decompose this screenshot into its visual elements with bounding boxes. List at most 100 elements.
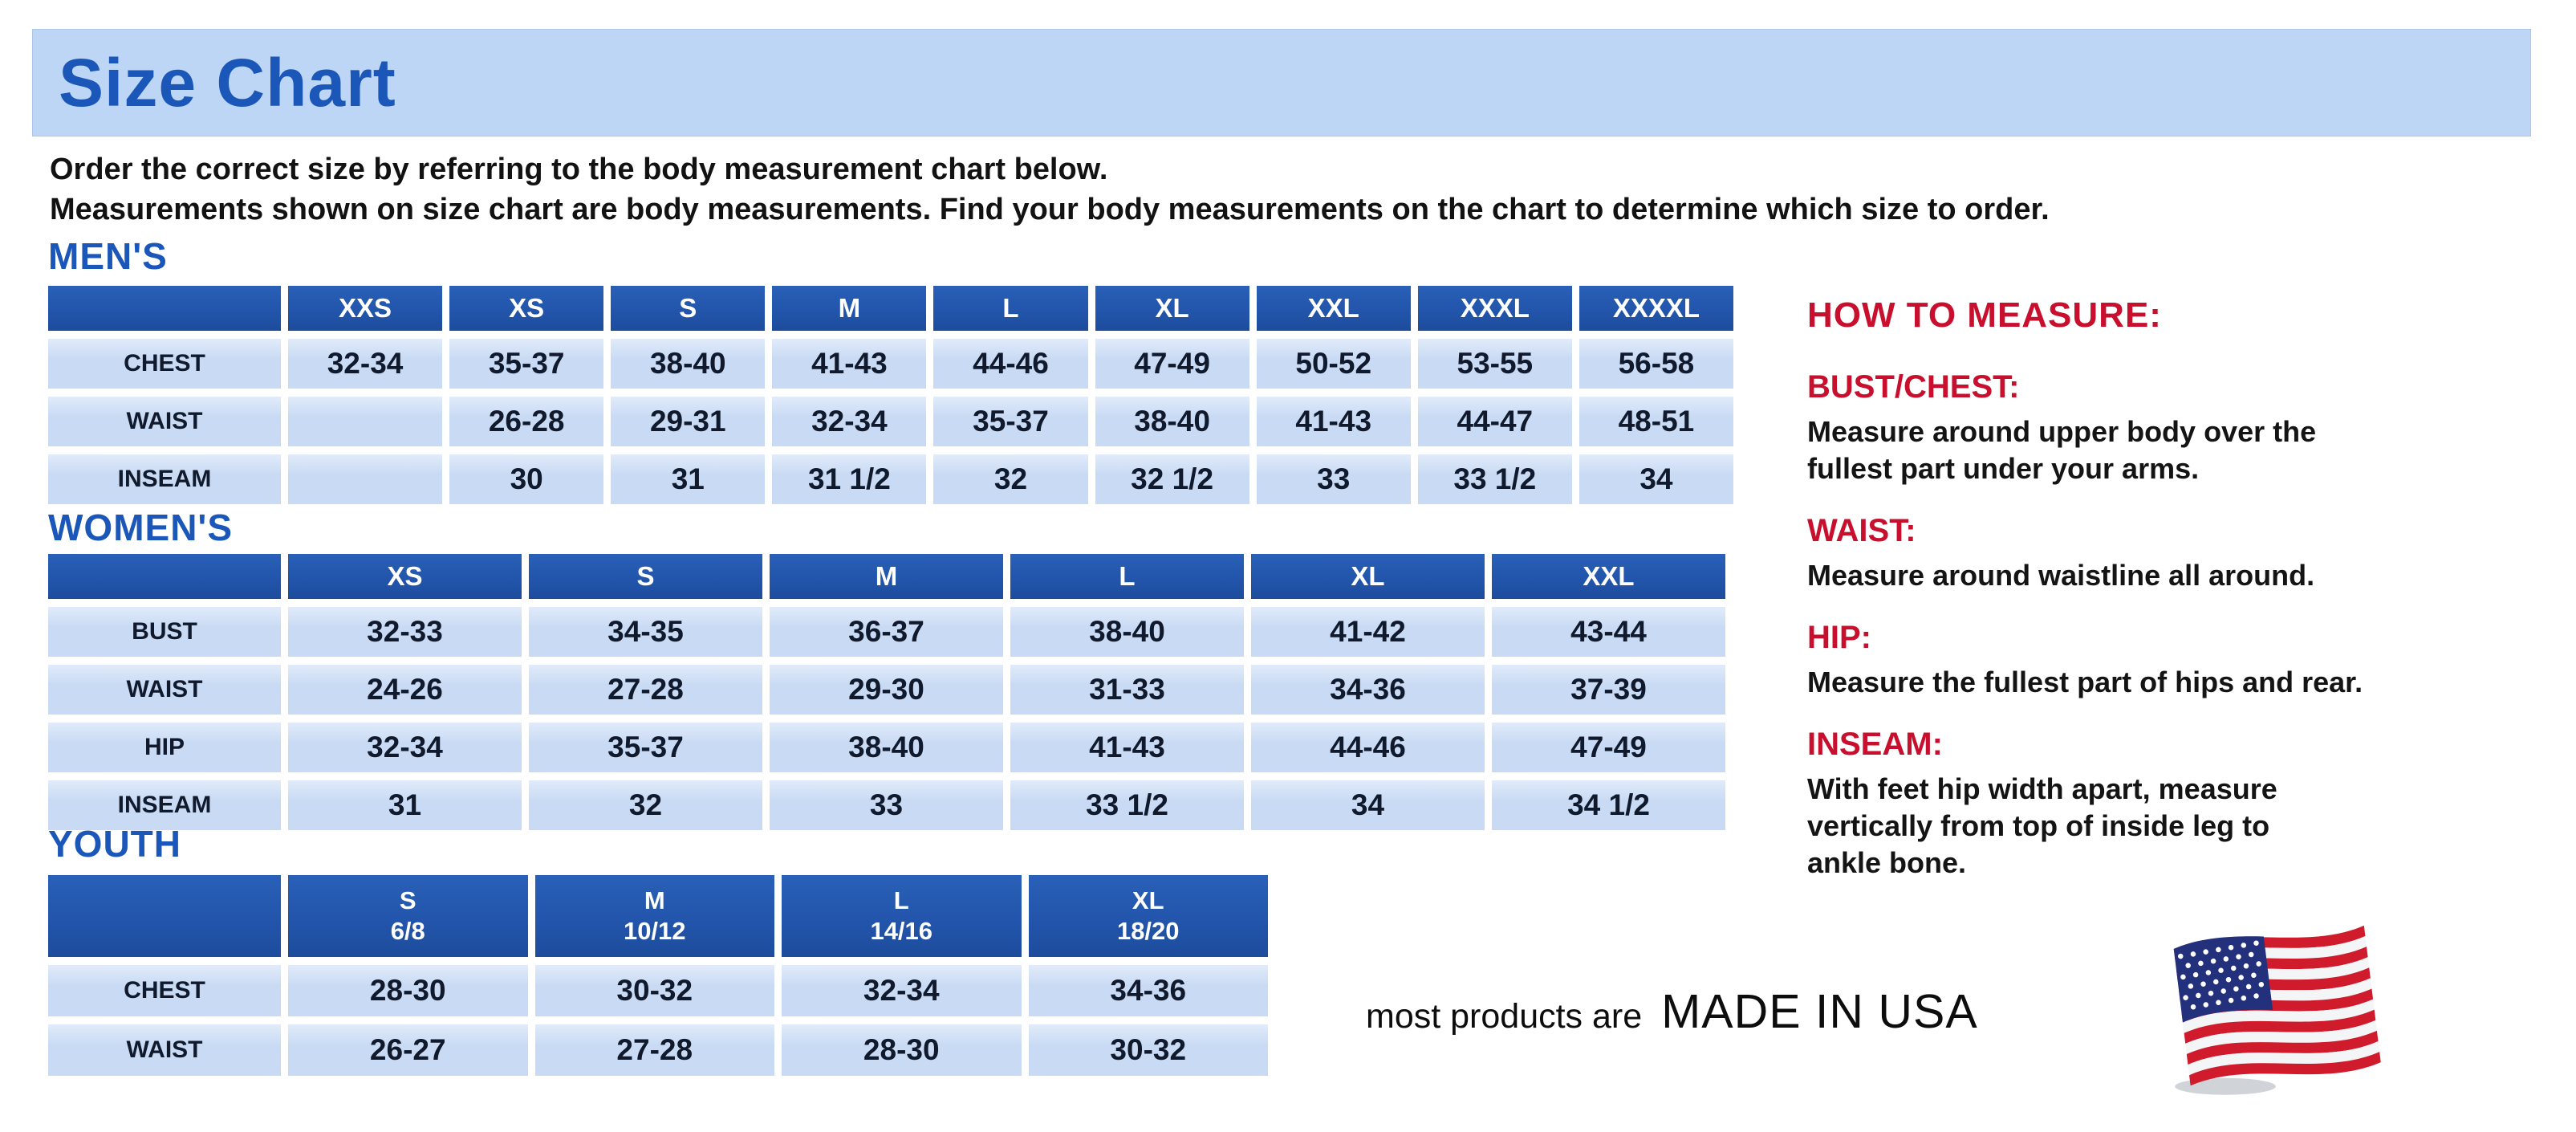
- column-header: L: [933, 286, 1088, 331]
- column-header: XL: [1251, 554, 1485, 599]
- size-cell: 31: [288, 780, 522, 830]
- womens-size-table: XS S M L XL XXL BUST 32-33 34-35 36-37 38-40 41-42 4…: [48, 554, 1725, 830]
- size-cell: 29-30: [770, 665, 1003, 715]
- size-cell: 31 1/2: [772, 454, 927, 504]
- column-header: XL 18/20: [1028, 875, 1268, 957]
- size-cell: 33: [1256, 454, 1411, 504]
- size-cell: [288, 397, 443, 446]
- size-cell: 38-40: [1095, 397, 1249, 446]
- column-header: XS: [288, 554, 522, 599]
- size-cell: 30: [449, 454, 604, 504]
- size-cell: 34: [1579, 454, 1733, 504]
- measure-label-bust-chest: BUST/CHEST:: [1807, 369, 2020, 405]
- size-cell: 33 1/2: [1010, 780, 1244, 830]
- mens-size-table: XXS XS S M L XL XXL XXXL XXXXL CHEST 32-34 35-37 38-…: [48, 286, 1733, 504]
- youth-section-title: YOUTH: [48, 823, 181, 865]
- column-header: M: [770, 554, 1003, 599]
- measure-text-bust-chest: Measure around upper body over the fulle…: [1807, 415, 2317, 485]
- size-cell: 32 1/2: [1095, 454, 1249, 504]
- how-to-measure-panel: HOW TO MEASURE: BUST/CHEST: Measure arou…: [1807, 295, 2570, 882]
- column-header: XXL: [1256, 286, 1411, 331]
- column-header: S: [529, 554, 762, 599]
- row-label: CHEST: [48, 339, 281, 389]
- column-header: XS: [449, 286, 604, 331]
- size-cell: 35-37: [529, 723, 762, 772]
- row-label: WAIST: [48, 1024, 281, 1076]
- size-cell: 37-39: [1492, 665, 1725, 715]
- table-corner-cell: [48, 554, 281, 599]
- column-header: XXL: [1492, 554, 1725, 599]
- size-cell: 38-40: [1010, 607, 1244, 657]
- measure-label-hip: HIP:: [1807, 620, 1871, 655]
- intro-line-2: Measurements shown on size chart are bod…: [50, 193, 2050, 226]
- column-header: S: [611, 286, 766, 331]
- size-cell: 47-49: [1492, 723, 1725, 772]
- size-cell: 32-34: [782, 965, 1022, 1016]
- size-cell: 24-26: [288, 665, 522, 715]
- size-cell: 30-32: [1028, 1024, 1268, 1076]
- size-cell: 44-46: [933, 339, 1088, 389]
- womens-section-title: WOMEN'S: [48, 507, 234, 548]
- mens-section-title: MEN'S: [48, 235, 168, 277]
- size-cell: [288, 454, 443, 504]
- made-in-usa-emphasis: MADE IN USA: [1661, 985, 1978, 1038]
- size-cell: 35-37: [449, 339, 604, 389]
- size-cell: 44-46: [1251, 723, 1485, 772]
- size-cell: 31-33: [1010, 665, 1244, 715]
- row-label: INSEAM: [48, 780, 281, 830]
- column-header: L: [1010, 554, 1244, 599]
- made-in-usa-line: most products are MADE IN USA: [1366, 984, 1978, 1039]
- how-to-measure-title: HOW TO MEASURE:: [1807, 295, 2162, 335]
- made-in-usa-prefix: most products are: [1366, 997, 1643, 1036]
- size-cell: 29-31: [611, 397, 766, 446]
- column-header: XL: [1095, 286, 1249, 331]
- size-cell: 32: [529, 780, 762, 830]
- row-label: HIP: [48, 723, 281, 772]
- size-cell: 34: [1251, 780, 1485, 830]
- measure-text-inseam: With feet hip width apart, measure verti…: [1807, 772, 2277, 879]
- column-header: L 14/16: [782, 875, 1022, 957]
- size-cell: 47-49: [1095, 339, 1249, 389]
- usa-flag-icon: [2157, 923, 2398, 1100]
- size-cell: 32: [933, 454, 1088, 504]
- size-cell: 28-30: [288, 965, 528, 1016]
- size-cell: 41-43: [772, 339, 927, 389]
- column-header: XXXL: [1417, 286, 1572, 331]
- size-cell: 38-40: [611, 339, 766, 389]
- size-cell: 33 1/2: [1417, 454, 1572, 504]
- size-cell: 32-34: [288, 339, 443, 389]
- column-header: M: [772, 286, 927, 331]
- size-cell: 33: [770, 780, 1003, 830]
- row-label: CHEST: [48, 965, 281, 1016]
- size-cell: 32-34: [288, 723, 522, 772]
- column-header: M 10/12: [534, 875, 774, 957]
- size-cell: 27-28: [534, 1024, 774, 1076]
- size-cell: 34-36: [1251, 665, 1485, 715]
- size-cell: 36-37: [770, 607, 1003, 657]
- size-cell: 53-55: [1417, 339, 1572, 389]
- table-corner-cell: [48, 286, 281, 331]
- measure-text-hip: Measure the fullest part of hips and rea…: [1807, 666, 2363, 698]
- table-corner-cell: [48, 875, 281, 957]
- size-cell: 41-42: [1251, 607, 1485, 657]
- size-cell: 38-40: [770, 723, 1003, 772]
- size-cell: 27-28: [529, 665, 762, 715]
- size-cell: 41-43: [1256, 397, 1411, 446]
- size-cell: 34 1/2: [1492, 780, 1725, 830]
- size-cell: 56-58: [1579, 339, 1733, 389]
- size-cell: 35-37: [933, 397, 1088, 446]
- page-title: Size Chart: [59, 44, 396, 120]
- measure-text-waist: Measure around waistline all around.: [1807, 559, 2315, 592]
- size-cell: 28-30: [782, 1024, 1022, 1076]
- size-cell: 34-36: [1028, 965, 1268, 1016]
- size-cell: 48-51: [1579, 397, 1733, 446]
- size-cell: 32-33: [288, 607, 522, 657]
- row-label: INSEAM: [48, 454, 281, 504]
- youth-size-table: S 6/8 M 10/12 L 14/16 XL 18/20 CHEST 28-30 30-…: [48, 875, 1268, 1076]
- column-header: XXXXL: [1579, 286, 1733, 331]
- size-cell: 44-47: [1417, 397, 1572, 446]
- row-label: BUST: [48, 607, 281, 657]
- column-header: XXS: [288, 286, 443, 331]
- size-cell: 34-35: [529, 607, 762, 657]
- measure-label-inseam: INSEAM:: [1807, 727, 1943, 762]
